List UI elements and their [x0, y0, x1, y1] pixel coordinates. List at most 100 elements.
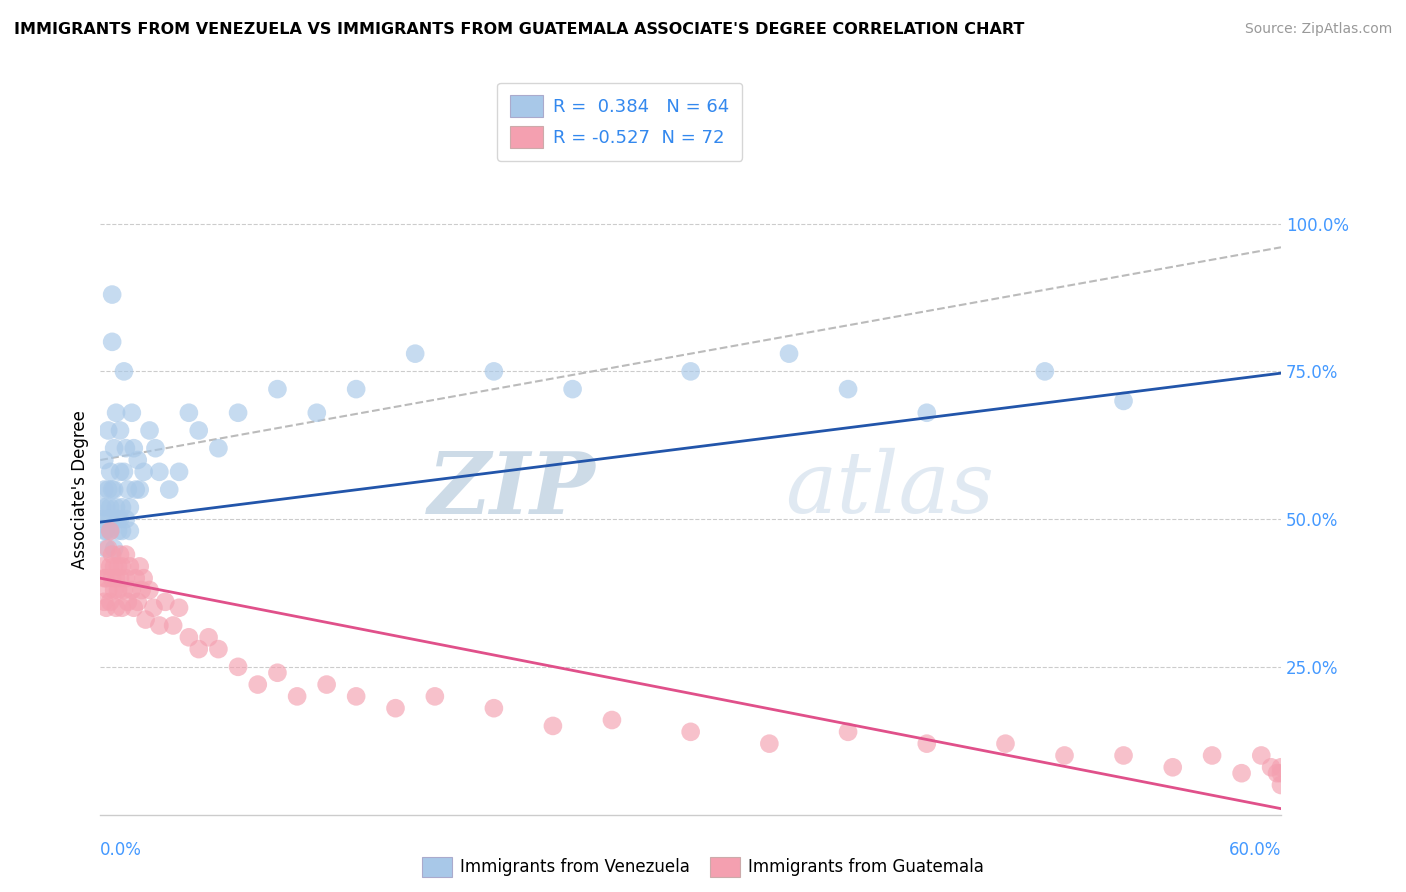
Y-axis label: Associate's Degree: Associate's Degree	[72, 410, 89, 569]
Text: Source: ZipAtlas.com: Source: ZipAtlas.com	[1244, 22, 1392, 37]
Point	[112, 364, 135, 378]
Point	[482, 701, 505, 715]
Text: 0.0%: 0.0%	[100, 841, 142, 859]
Point	[1270, 760, 1292, 774]
Point	[111, 524, 134, 538]
Point	[482, 364, 505, 378]
Text: IMMIGRANTS FROM VENEZUELA VS IMMIGRANTS FROM GUATEMALA ASSOCIATE'S DEGREE CORREL: IMMIGRANTS FROM VENEZUELA VS IMMIGRANTS …	[14, 22, 1025, 37]
Point	[96, 500, 118, 515]
Point	[1270, 766, 1292, 780]
Point	[344, 382, 367, 396]
Point	[128, 483, 150, 497]
Point	[108, 548, 131, 562]
Point	[344, 690, 367, 704]
Point	[155, 595, 177, 609]
Point	[93, 453, 115, 467]
Point	[93, 524, 115, 538]
Point	[111, 600, 134, 615]
Point	[96, 541, 118, 556]
Point	[128, 559, 150, 574]
Text: ZIP: ZIP	[429, 448, 596, 532]
Point	[93, 483, 115, 497]
Point	[117, 483, 139, 497]
Point	[177, 630, 200, 644]
Point	[103, 483, 125, 497]
Point	[125, 571, 148, 585]
Point	[103, 441, 125, 455]
Point	[117, 595, 139, 609]
Point	[1033, 364, 1056, 378]
Point	[837, 724, 859, 739]
Point	[207, 441, 229, 455]
Point	[1250, 748, 1272, 763]
Point	[108, 512, 131, 526]
Point	[115, 548, 138, 562]
Point	[101, 334, 124, 349]
Point	[197, 630, 219, 644]
Point	[103, 582, 125, 597]
Point	[121, 582, 143, 597]
Point	[97, 582, 120, 597]
Point	[423, 690, 446, 704]
Point	[105, 600, 128, 615]
Point	[107, 524, 129, 538]
Point	[384, 701, 406, 715]
Point	[1053, 748, 1076, 763]
Point	[315, 677, 337, 691]
Point	[91, 512, 114, 526]
Point	[105, 571, 128, 585]
Point	[187, 642, 209, 657]
Point	[404, 346, 426, 360]
Point	[115, 512, 138, 526]
Point	[93, 595, 115, 609]
Point	[207, 642, 229, 657]
Point	[98, 500, 121, 515]
Point	[115, 441, 138, 455]
Point	[112, 465, 135, 479]
Point	[127, 595, 149, 609]
Point	[1201, 748, 1223, 763]
Point	[118, 500, 141, 515]
Point	[93, 571, 115, 585]
Point	[101, 571, 124, 585]
Point	[1112, 393, 1135, 408]
Point	[105, 500, 128, 515]
Point	[96, 524, 118, 538]
Point	[915, 737, 938, 751]
Point	[97, 424, 120, 438]
Point	[778, 346, 800, 360]
Text: atlas: atlas	[785, 448, 994, 531]
Legend: Immigrants from Venezuela, Immigrants from Guatemala: Immigrants from Venezuela, Immigrants fr…	[415, 850, 991, 884]
Point	[226, 660, 249, 674]
Point	[118, 559, 141, 574]
Point	[1230, 766, 1253, 780]
Point	[103, 541, 125, 556]
Point	[541, 719, 564, 733]
Point	[98, 559, 121, 574]
Point	[111, 559, 134, 574]
Point	[285, 690, 308, 704]
Point	[226, 406, 249, 420]
Point	[115, 571, 138, 585]
Legend: R =  0.384   N = 64, R = -0.527  N = 72: R = 0.384 N = 64, R = -0.527 N = 72	[498, 83, 742, 161]
Point	[118, 524, 141, 538]
Point	[111, 500, 134, 515]
Point	[112, 582, 135, 597]
Point	[97, 512, 120, 526]
Point	[246, 677, 269, 691]
Point	[101, 483, 124, 497]
Point	[98, 465, 121, 479]
Point	[105, 406, 128, 420]
Point	[96, 600, 118, 615]
Point	[758, 737, 780, 751]
Point	[167, 600, 190, 615]
Point	[177, 406, 200, 420]
Point	[98, 524, 121, 538]
Point	[101, 287, 124, 301]
Point	[103, 559, 125, 574]
Point	[187, 424, 209, 438]
Point	[138, 582, 160, 597]
Point	[145, 441, 167, 455]
Point	[266, 382, 288, 396]
Point	[122, 600, 145, 615]
